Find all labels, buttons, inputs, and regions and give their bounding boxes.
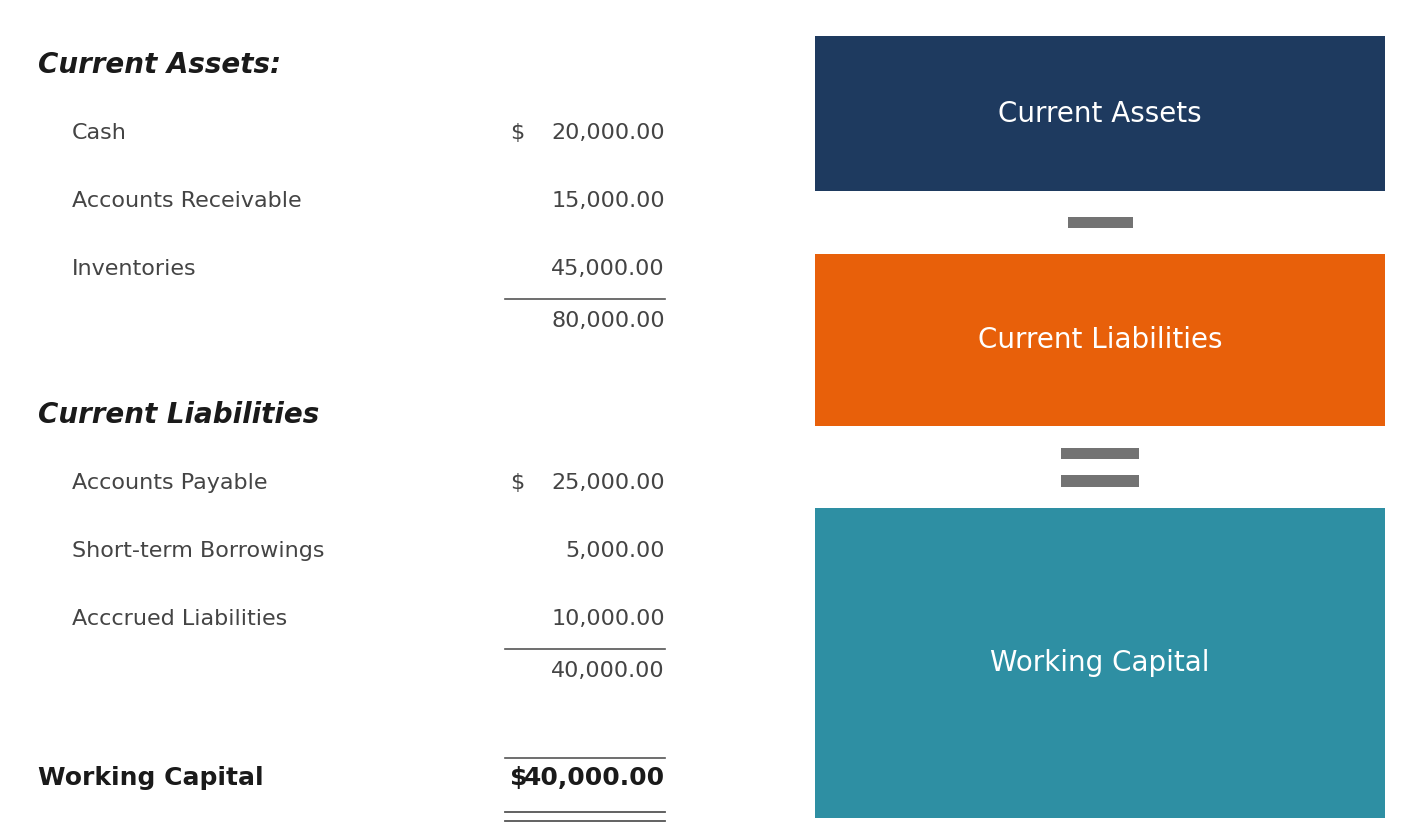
Bar — [1061, 448, 1139, 459]
Bar — [815, 254, 1385, 426]
Text: 25,000.00: 25,000.00 — [551, 473, 665, 493]
Text: Accounts Payable: Accounts Payable — [72, 473, 268, 493]
Text: Current Assets: Current Assets — [998, 99, 1202, 127]
Text: 15,000.00: 15,000.00 — [551, 191, 665, 211]
Text: 5,000.00: 5,000.00 — [565, 541, 665, 561]
Text: Inventories: Inventories — [72, 259, 196, 279]
Text: 40,000.00: 40,000.00 — [523, 766, 665, 790]
Bar — [815, 36, 1385, 191]
Text: Working Capital: Working Capital — [991, 649, 1209, 677]
Text: Short-term Borrowings: Short-term Borrowings — [72, 541, 324, 561]
Bar — [815, 508, 1385, 818]
Text: Accounts Receivable: Accounts Receivable — [72, 191, 302, 211]
Text: Working Capital: Working Capital — [38, 766, 264, 790]
Text: Current Liabilities: Current Liabilities — [978, 326, 1222, 354]
Text: $: $ — [511, 123, 525, 143]
Text: $: $ — [511, 473, 525, 493]
Text: 40,000.00: 40,000.00 — [551, 661, 665, 681]
Text: 80,000.00: 80,000.00 — [551, 311, 665, 331]
Bar — [1068, 216, 1132, 228]
Text: $: $ — [511, 766, 528, 790]
Text: Current Assets:: Current Assets: — [38, 51, 281, 79]
Text: 20,000.00: 20,000.00 — [551, 123, 665, 143]
Bar — [1061, 475, 1139, 487]
Text: Acccrued Liabilities: Acccrued Liabilities — [72, 609, 288, 629]
Text: 10,000.00: 10,000.00 — [551, 609, 665, 629]
Text: 45,000.00: 45,000.00 — [551, 259, 665, 279]
Text: Current Liabilities: Current Liabilities — [38, 401, 320, 429]
Text: Cash: Cash — [72, 123, 126, 143]
